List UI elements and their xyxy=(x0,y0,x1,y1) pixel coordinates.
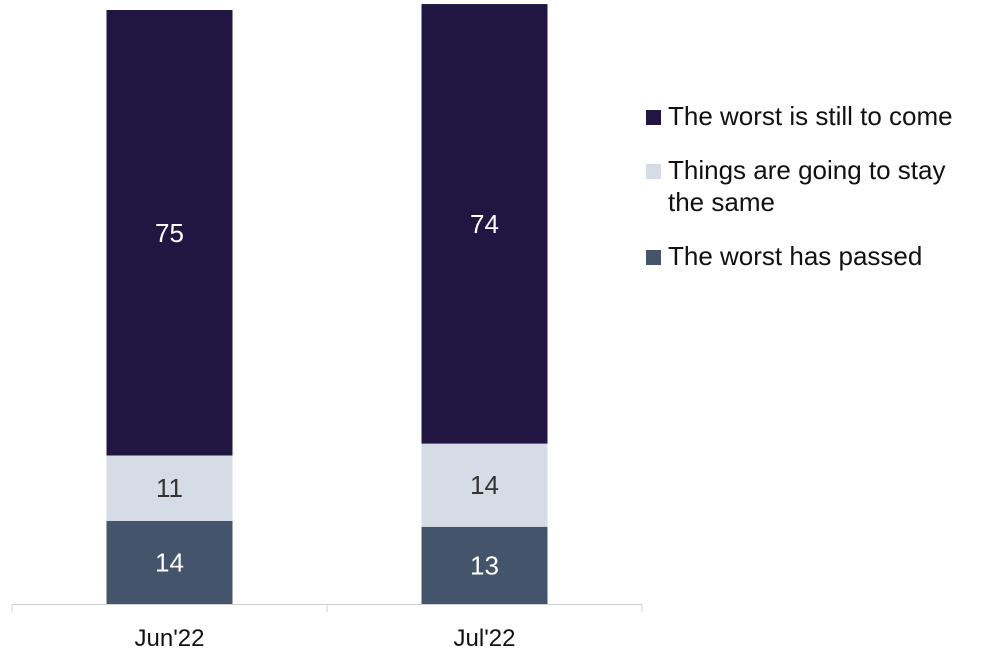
legend-swatch xyxy=(646,110,661,125)
category-label: Jul'22 xyxy=(454,625,516,652)
data-label: 13 xyxy=(470,550,499,580)
bar-segment xyxy=(106,455,233,521)
data-label: 14 xyxy=(470,470,499,500)
bars-group: 14 11 75 13 14 74 xyxy=(106,4,548,604)
legend-item: Things are going to stay the same xyxy=(646,154,991,218)
legend-swatch xyxy=(646,164,661,179)
x-axis: Jun'22 Jul'22 xyxy=(11,604,643,652)
bar-segment xyxy=(106,520,233,604)
bar-segment xyxy=(421,4,548,444)
legend-label: The worst has passed xyxy=(668,241,923,271)
data-label: 11 xyxy=(156,473,183,503)
bar-segment xyxy=(421,526,548,604)
data-label: 74 xyxy=(470,209,499,239)
legend-label: The worst is still to come xyxy=(668,101,953,131)
bar-segment xyxy=(421,443,548,527)
data-label: 75 xyxy=(155,218,184,248)
legend-item: The worst is still to come xyxy=(646,100,991,132)
bar-segment xyxy=(106,10,233,456)
legend-item: The worst has passed xyxy=(646,240,991,272)
data-label: 14 xyxy=(155,547,184,577)
legend-label: Things are going to stay the same xyxy=(668,155,946,217)
legend-swatch xyxy=(646,250,661,265)
legend: The worst is still to come Things are goi… xyxy=(646,100,991,294)
category-label: Jun'22 xyxy=(135,625,205,652)
